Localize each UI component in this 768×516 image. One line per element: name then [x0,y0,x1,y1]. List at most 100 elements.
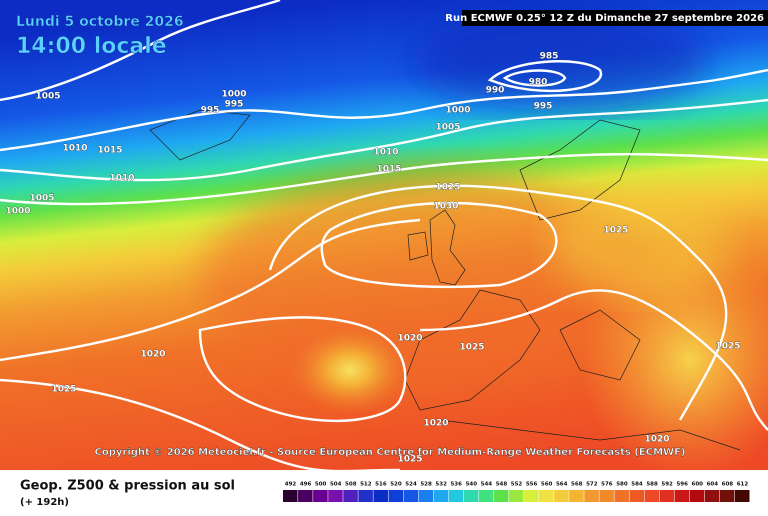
colorbar-swatch [689,490,705,502]
colorbar-label: 520 [390,482,402,488]
colorbar-swatch [554,490,569,502]
colorbar-label: 568 [571,482,583,488]
colorbar-label: 576 [601,482,613,488]
colorbar-swatch [704,490,720,502]
colorbar-swatch [478,490,494,502]
isobars [0,0,768,471]
isobar-label: 1020 [423,419,448,429]
colorbar-label: 556 [526,482,538,488]
colorbar-swatch [674,490,690,502]
colorbar-label: 552 [511,482,523,488]
colorbar-swatch [328,490,343,502]
colorbar-swatch [448,490,464,502]
isobar-label: 995 [201,106,220,116]
colorbar-label: 508 [345,482,357,488]
isobar-label: 990 [486,86,505,96]
colorbar-swatch [584,490,599,502]
colorbar-label: 560 [541,482,553,488]
isobar-label: 1025 [459,343,484,353]
colorbar-swatch [719,490,735,502]
run-info: Run ECMWF 0.25° 12 Z du Dimanche 27 sept… [445,13,764,24]
isobar-label: 1020 [644,435,669,445]
isobar-label: 1025 [715,342,740,352]
forecast-step: (+ 192h) [20,497,69,508]
isobar-label: 995 [225,100,244,110]
colorbar-swatch [433,490,449,502]
colorbar: 492 496 500 504 508 512 516 520 524 528 532 536 540 5… [283,482,750,502]
map-background [0,0,768,480]
colorbar-swatch [508,490,524,502]
colorbar-label: 536 [450,482,462,488]
copyright: Copyright © 2026 Meteociel.fr - Source E… [95,447,686,458]
isobar-label: 985 [540,52,559,62]
colorbar-label: 572 [586,482,598,488]
isobar-label: 1030 [433,202,458,212]
colorbar-swatch [343,490,358,502]
isobar-label: 1025 [603,226,628,236]
colorbar-label: 584 [631,482,643,488]
isobar-label: 1010 [373,148,398,158]
colorbar-swatch [298,490,313,502]
colorbar-swatch [539,490,554,502]
isobar-label: 1010 [62,144,87,154]
isobar-label: 1000 [5,207,30,217]
colorbar-swatch [614,490,629,502]
valid-time: 14:00 locale [16,34,167,59]
colorbar-label: 564 [556,482,568,488]
colorbar-label: 580 [616,482,628,488]
colorbar-swatch [524,490,539,502]
isobar-label: 1000 [221,90,246,100]
colorbar-swatch [283,490,298,502]
colorbar-label: 544 [481,482,493,488]
run-box [462,10,768,26]
colorbar-swatch [629,490,645,502]
colorbar-label: 500 [315,482,327,488]
colorbar-swatch [418,490,434,502]
isobar-label: 1005 [35,92,60,102]
isobar-label: 1010 [109,174,134,184]
colorbar-label: 540 [466,482,478,488]
colorbar-label: 512 [360,482,372,488]
colorbar-swatch [373,490,388,502]
colorbar-label: 532 [435,482,447,488]
colorbar-swatch [358,490,373,502]
colorbar-label: 592 [661,482,673,488]
isobar-label: 980 [529,78,548,88]
isobar-label: 1020 [140,350,165,360]
colorbar-label: 492 [285,482,297,488]
colorbar-swatch [388,490,404,502]
isobar-label: 1015 [376,165,401,175]
isobar-label: 1025 [397,455,422,465]
colorbar-label: 604 [707,482,719,488]
isobar-label: 995 [534,102,553,112]
isobar-label: 1025 [51,385,76,395]
colorbar-label: 612 [737,482,749,488]
colorbar-swatch [463,490,479,502]
isobar-label: 1005 [435,123,460,133]
isobar-label: 1025 [435,183,460,193]
colorbar-swatch [493,490,509,502]
isobar-label: 1000 [445,106,470,116]
colorbar-label: 588 [646,482,658,488]
colorbar-label: 548 [496,482,508,488]
isobar-label: 1015 [97,146,122,156]
colorbar-label: 496 [300,482,312,488]
colorbar-label: 600 [692,482,704,488]
colorbar-label: 596 [676,482,688,488]
colorbar-label: 504 [330,482,342,488]
colorbar-swatch [569,490,584,502]
colorbar-swatch [403,490,419,502]
colorbar-swatch [313,490,328,502]
isobar-label: 1005 [29,194,54,204]
colorbar-swatch [599,490,614,502]
colorbar-swatch [659,490,675,502]
colorbar-label: 528 [420,482,432,488]
colorbar-swatch [644,490,660,502]
colorbar-label: 524 [405,482,417,488]
valid-date: Lundi 5 octobre 2026 [16,14,184,30]
product-title: Geop. Z500 & pression au sol [20,479,235,494]
colorbar-label: 516 [375,482,387,488]
isobar-label: 1020 [397,334,422,344]
